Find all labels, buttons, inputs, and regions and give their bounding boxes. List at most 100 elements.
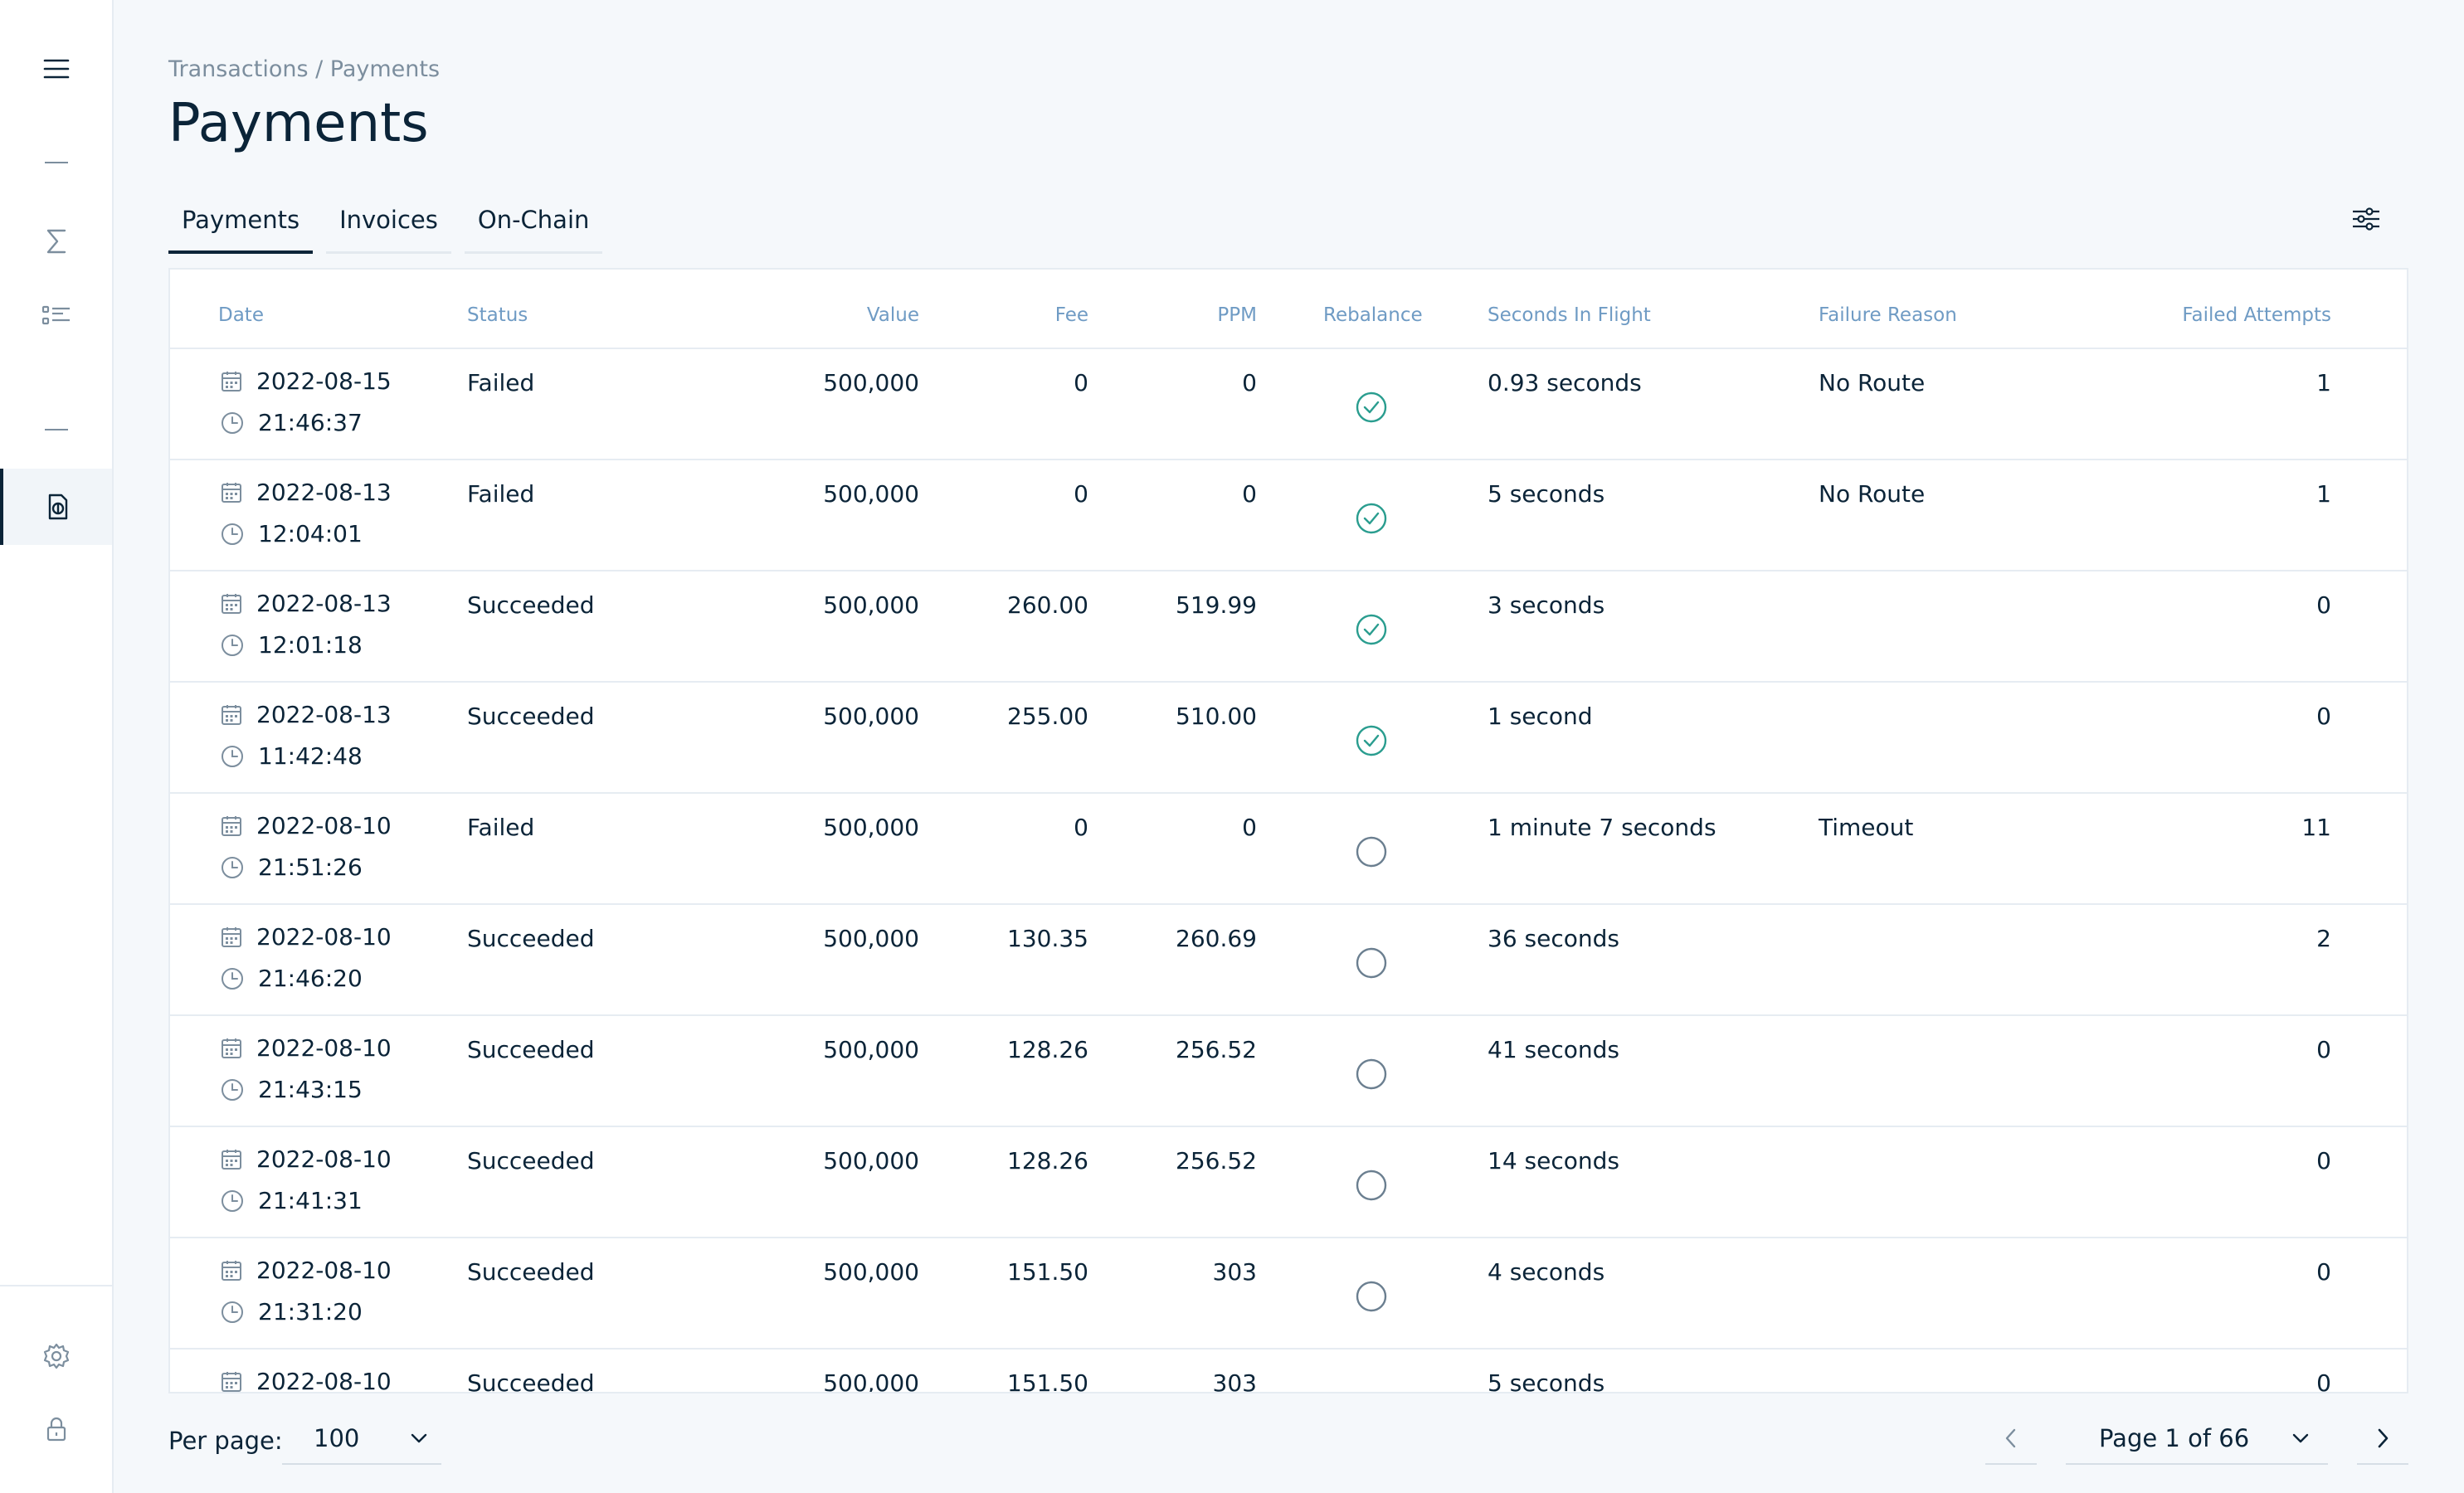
rebalance-indicator (1355, 1058, 1388, 1094)
table-row[interactable]: 2022-08-13 12:04:01 Failed 500,000 0 0 5 secon… (170, 460, 2407, 571)
time-cell: 12:01:18 (220, 631, 363, 659)
lock-icon[interactable] (0, 1408, 112, 1450)
col-failure-reason[interactable]: Failure Reason (1819, 304, 1957, 326)
table-row[interactable]: 2022-08-10 21:51:26 Failed 500,000 0 0 1 minut… (170, 794, 2407, 905)
status-value: Succeeded (467, 1147, 595, 1174)
col-fee[interactable]: Fee (1054, 304, 1088, 326)
calendar-icon (222, 704, 241, 725)
time-cell: 21:41:31 (220, 1187, 363, 1214)
previous-page-button[interactable] (1985, 1413, 2037, 1465)
transactions-icon (48, 494, 67, 520)
payments-table: Date Status Value Fee PPM Rebalance Seco… (168, 268, 2408, 1393)
fee-amount: 255.00 (1007, 703, 1088, 730)
date-value: 2022-08-13 (256, 479, 392, 506)
time-cell: 11:42:48 (220, 742, 363, 770)
seconds-in-flight-value: 36 seconds (1488, 925, 1619, 952)
time-cell: 21:46:20 (220, 965, 363, 992)
time-cell: 21:31:20 (220, 1298, 363, 1325)
date-cell: 2022-08-10 (220, 923, 392, 951)
time-value: 12:01:18 (258, 631, 363, 659)
fee-amount: 0 (1074, 369, 1088, 396)
time-value: 21:41:31 (258, 1187, 363, 1214)
sliders-icon (2353, 207, 2379, 231)
col-date[interactable]: Date (218, 304, 264, 326)
failed-attempts-value: 2 (2316, 925, 2331, 952)
fee-amount: 151.50 (1007, 1369, 1088, 1393)
page-title: Payments (168, 93, 429, 154)
date-value: 2022-08-10 (256, 812, 392, 839)
sidebar-divider (0, 1285, 112, 1286)
col-ppm[interactable]: PPM (1217, 304, 1257, 326)
settings-gear-icon[interactable] (0, 1335, 112, 1377)
table-row[interactable]: 2022-08-10 21:46:20 Succeeded 500,000 130.35… (170, 905, 2407, 1016)
tab-payments[interactable]: Payments (168, 201, 314, 254)
ppm-amount: 256.52 (1176, 1036, 1257, 1063)
failed-attempts-value: 0 (2316, 1369, 2331, 1393)
table-row[interactable]: 2022-08-10 21:31:20 Succeeded 500,000 151.50… (170, 1238, 2407, 1350)
ppm-amount: 0 (1242, 814, 1257, 841)
rebalance-check-icon (1356, 725, 1387, 756)
per-page-select[interactable]: 100 (282, 1413, 441, 1465)
failed-attempts-value: 0 (2316, 1258, 2331, 1286)
rebalance-indicator (1355, 835, 1388, 872)
next-page-button[interactable] (2357, 1413, 2408, 1465)
sidebar-item-transactions[interactable] (0, 469, 112, 545)
date-cell: 2022-08-13 (220, 701, 392, 728)
col-seconds-in-flight[interactable]: Seconds In Flight (1488, 304, 1651, 326)
rebalance-check-icon (1356, 391, 1387, 423)
calendar-icon (222, 593, 241, 614)
col-status[interactable]: Status (467, 304, 528, 326)
rebalance-indicator (1355, 1391, 1388, 1392)
status-value: Succeeded (467, 1369, 595, 1393)
menu-icon[interactable] (0, 48, 112, 90)
date-value: 2022-08-13 (256, 590, 392, 617)
calendar-icon (222, 482, 241, 503)
table-row[interactable]: 2022-08-10 Succeeded 500,000 151.50 303 5 sec… (170, 1350, 2407, 1393)
failure-reason-value: No Route (1819, 369, 1926, 396)
table-row[interactable]: 2022-08-10 21:41:31 Succeeded 500,000 128.26… (170, 1127, 2407, 1238)
col-failed-attempts[interactable]: Failed Attempts (2182, 304, 2331, 326)
fee-amount: 128.26 (1007, 1036, 1088, 1063)
table-header: Date Status Value Fee PPM Rebalance Seco… (170, 270, 2407, 349)
table-row[interactable]: 2022-08-13 11:42:48 Succeeded 500,000 255.00… (170, 683, 2407, 794)
rebalance-check-icon (1356, 503, 1387, 534)
page-indicator: Page 1 of 66 (2099, 1424, 2250, 1452)
page-select[interactable]: Page 1 of 66 (2066, 1413, 2328, 1465)
value-amount: 500,000 (823, 925, 919, 952)
date-cell: 2022-08-10 (220, 812, 392, 839)
clock-icon (222, 523, 243, 545)
value-amount: 500,000 (823, 1369, 919, 1393)
date-value: 2022-08-10 (256, 1145, 392, 1173)
date-cell: 2022-08-10 (220, 1145, 392, 1173)
seconds-in-flight-value: 14 seconds (1488, 1147, 1619, 1174)
ppm-amount: 256.52 (1176, 1147, 1257, 1174)
calendar-icon (222, 371, 241, 391)
rebalance-indicator (1355, 391, 1388, 427)
rebalance-indicator (1355, 946, 1388, 983)
calendar-icon (222, 815, 241, 836)
seconds-in-flight-value: 1 second (1488, 703, 1593, 730)
per-page-label: Per page: (168, 1427, 283, 1455)
date-cell: 2022-08-10 (220, 1368, 392, 1392)
table-row[interactable]: 2022-08-15 21:46:37 Failed 500,000 0 0 0.93 se… (170, 349, 2407, 460)
list-icon[interactable] (0, 295, 112, 337)
summary-sigma-icon[interactable] (0, 221, 112, 262)
col-rebalance[interactable]: Rebalance (1323, 304, 1423, 326)
calendar-icon (222, 1149, 241, 1170)
time-cell: 21:46:37 (220, 409, 363, 436)
rebalance-indicator (1355, 502, 1388, 538)
seconds-in-flight-value: 3 seconds (1488, 591, 1605, 619)
time-value: 21:46:20 (258, 965, 363, 992)
date-value: 2022-08-13 (256, 701, 392, 728)
date-cell: 2022-08-13 (220, 479, 392, 506)
rebalance-empty-icon (1356, 836, 1387, 868)
date-value: 2022-08-10 (256, 923, 392, 951)
status-value: Succeeded (467, 591, 595, 619)
tab-on-chain[interactable]: On-Chain (464, 201, 603, 254)
time-cell: 21:51:26 (220, 853, 363, 881)
column-settings-button[interactable] (2348, 201, 2384, 237)
table-row[interactable]: 2022-08-13 12:01:18 Succeeded 500,000 260.00… (170, 571, 2407, 683)
table-row[interactable]: 2022-08-10 21:43:15 Succeeded 500,000 128.26… (170, 1016, 2407, 1127)
col-value[interactable]: Value (866, 304, 919, 326)
tab-invoices[interactable]: Invoices (326, 201, 451, 254)
